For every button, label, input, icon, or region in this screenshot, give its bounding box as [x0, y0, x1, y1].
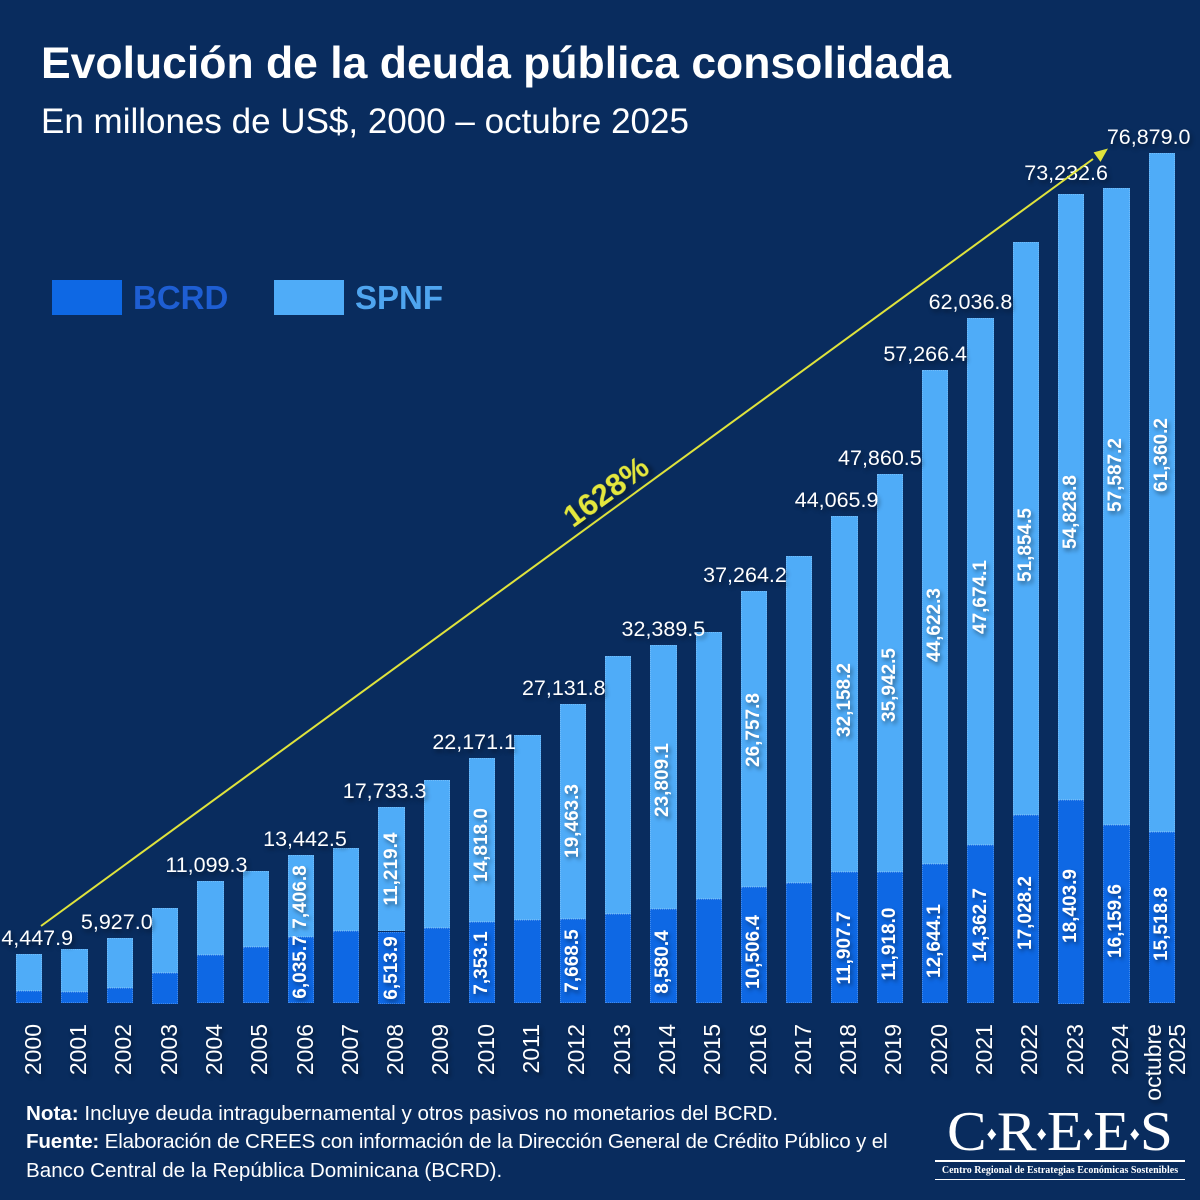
svg-text:1628%: 1628%: [556, 449, 655, 534]
